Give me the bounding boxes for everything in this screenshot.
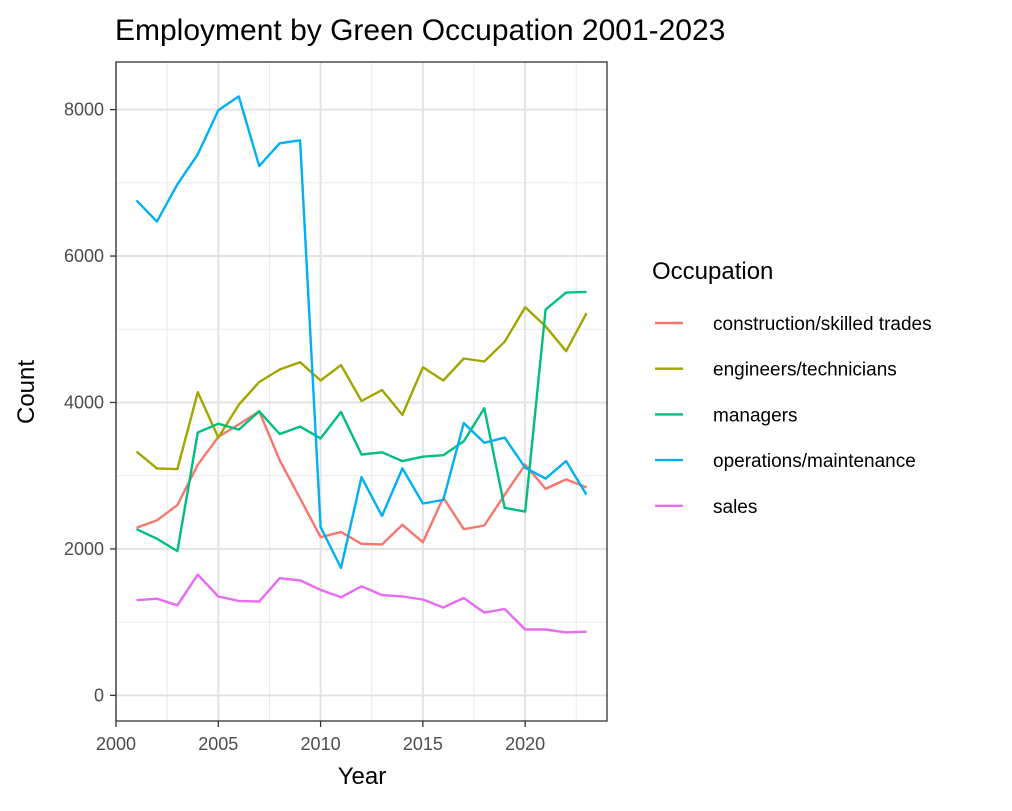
- y-tick-label: 6000: [64, 246, 104, 266]
- legend-label-2: managers: [713, 405, 798, 426]
- legend-label-0: construction/skilled trades: [713, 314, 932, 335]
- series-line-2: [135, 290, 587, 553]
- legend-label-4: sales: [713, 497, 757, 518]
- x-tick-label: 2005: [198, 734, 238, 754]
- x-tick-label: 2000: [96, 734, 136, 754]
- x-tick-label: 2010: [301, 734, 341, 754]
- panel-border: [115, 61, 608, 722]
- legend-label-1: engineers/technicians: [713, 360, 897, 381]
- series-line-3: [135, 95, 588, 570]
- y-axis-title: Count: [13, 360, 40, 424]
- y-tick-label: 0: [94, 685, 104, 705]
- x-tick-label: 2020: [505, 734, 545, 754]
- x-axis-title: Year: [338, 763, 387, 790]
- legend: Occupation construction/skilled trades en…: [652, 258, 932, 518]
- chart-title: Employment by Green Occupation 2001-2023: [115, 14, 725, 47]
- y-tick-label: 8000: [64, 100, 104, 120]
- series-line-4: [136, 573, 587, 634]
- x-tick-label: 2015: [403, 734, 443, 754]
- legend-label-3: operations/maintenance: [713, 451, 916, 472]
- legend-title: Occupation: [652, 258, 773, 285]
- series-line-0: [136, 410, 587, 546]
- plot-panel: 2000 2005 2010 2015 2020 0 2000 4000 6000 8000: [64, 61, 608, 754]
- series-line-1: [135, 306, 588, 471]
- y-tick-label: 2000: [64, 539, 104, 559]
- y-tick-label: 4000: [64, 392, 104, 412]
